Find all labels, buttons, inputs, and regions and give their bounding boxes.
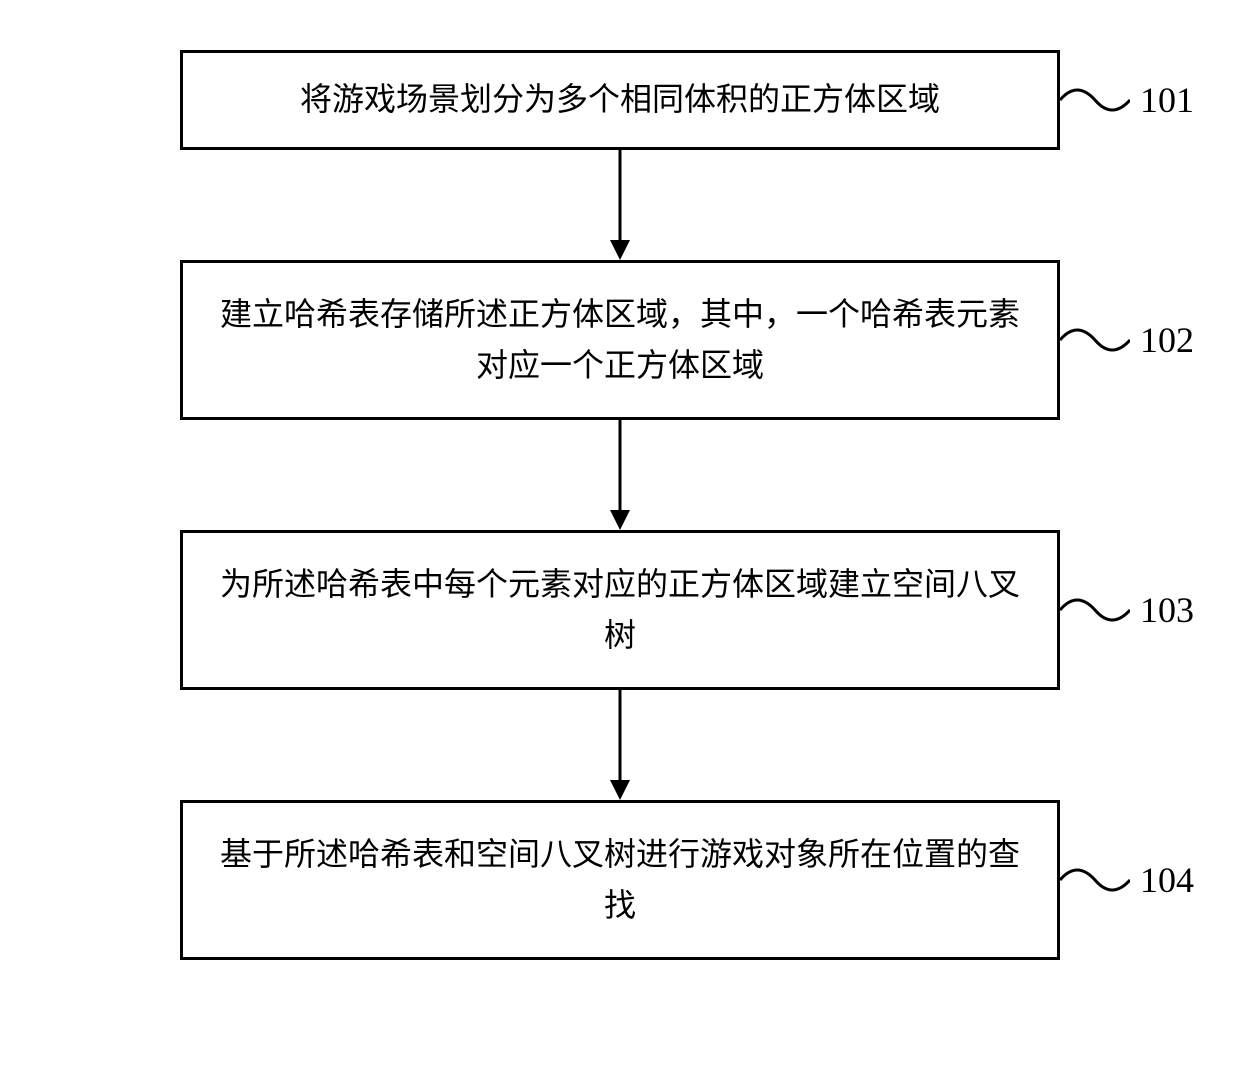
- step-text-4: 基于所述哈希表和空间八叉树进行游戏对象所在位置的查找: [213, 829, 1027, 931]
- step-label-2: 102: [1140, 319, 1194, 361]
- curve-4: [1060, 855, 1130, 905]
- step-row-3: 为所述哈希表中每个元素对应的正方体区域建立空间八叉树 103: [180, 530, 1060, 690]
- step-box-2: 建立哈希表存储所述正方体区域，其中，一个哈希表元素对应一个正方体区域: [180, 260, 1060, 420]
- label-connector-4: 104: [1060, 855, 1194, 905]
- label-connector-2: 102: [1060, 315, 1194, 365]
- arrow-svg-1: [600, 150, 640, 260]
- flowchart-container: 将游戏场景划分为多个相同体积的正方体区域 101 建立哈希表存储所述正方体区域，…: [0, 50, 1240, 960]
- curve-3: [1060, 585, 1130, 635]
- step-text-3: 为所述哈希表中每个元素对应的正方体区域建立空间八叉树: [213, 559, 1027, 661]
- step-box-3: 为所述哈希表中每个元素对应的正方体区域建立空间八叉树: [180, 530, 1060, 690]
- label-connector-3: 103: [1060, 585, 1194, 635]
- curve-1: [1060, 75, 1130, 125]
- label-connector-1: 101: [1060, 75, 1194, 125]
- arrow-1: [180, 150, 1060, 260]
- step-row-4: 基于所述哈希表和空间八叉树进行游戏对象所在位置的查找 104: [180, 800, 1060, 960]
- step-text-1: 将游戏场景划分为多个相同体积的正方体区域: [300, 74, 940, 125]
- arrow-3: [180, 690, 1060, 800]
- step-label-1: 101: [1140, 79, 1194, 121]
- arrow-svg-3: [600, 690, 640, 800]
- arrow-2: [180, 420, 1060, 530]
- step-row-1: 将游戏场景划分为多个相同体积的正方体区域 101: [180, 50, 1060, 150]
- step-row-2: 建立哈希表存储所述正方体区域，其中，一个哈希表元素对应一个正方体区域 102: [180, 260, 1060, 420]
- step-box-4: 基于所述哈希表和空间八叉树进行游戏对象所在位置的查找: [180, 800, 1060, 960]
- step-box-1: 将游戏场景划分为多个相同体积的正方体区域: [180, 50, 1060, 150]
- step-text-2: 建立哈希表存储所述正方体区域，其中，一个哈希表元素对应一个正方体区域: [213, 289, 1027, 391]
- curve-2: [1060, 315, 1130, 365]
- arrow-svg-2: [600, 420, 640, 530]
- step-label-3: 103: [1140, 589, 1194, 631]
- step-label-4: 104: [1140, 859, 1194, 901]
